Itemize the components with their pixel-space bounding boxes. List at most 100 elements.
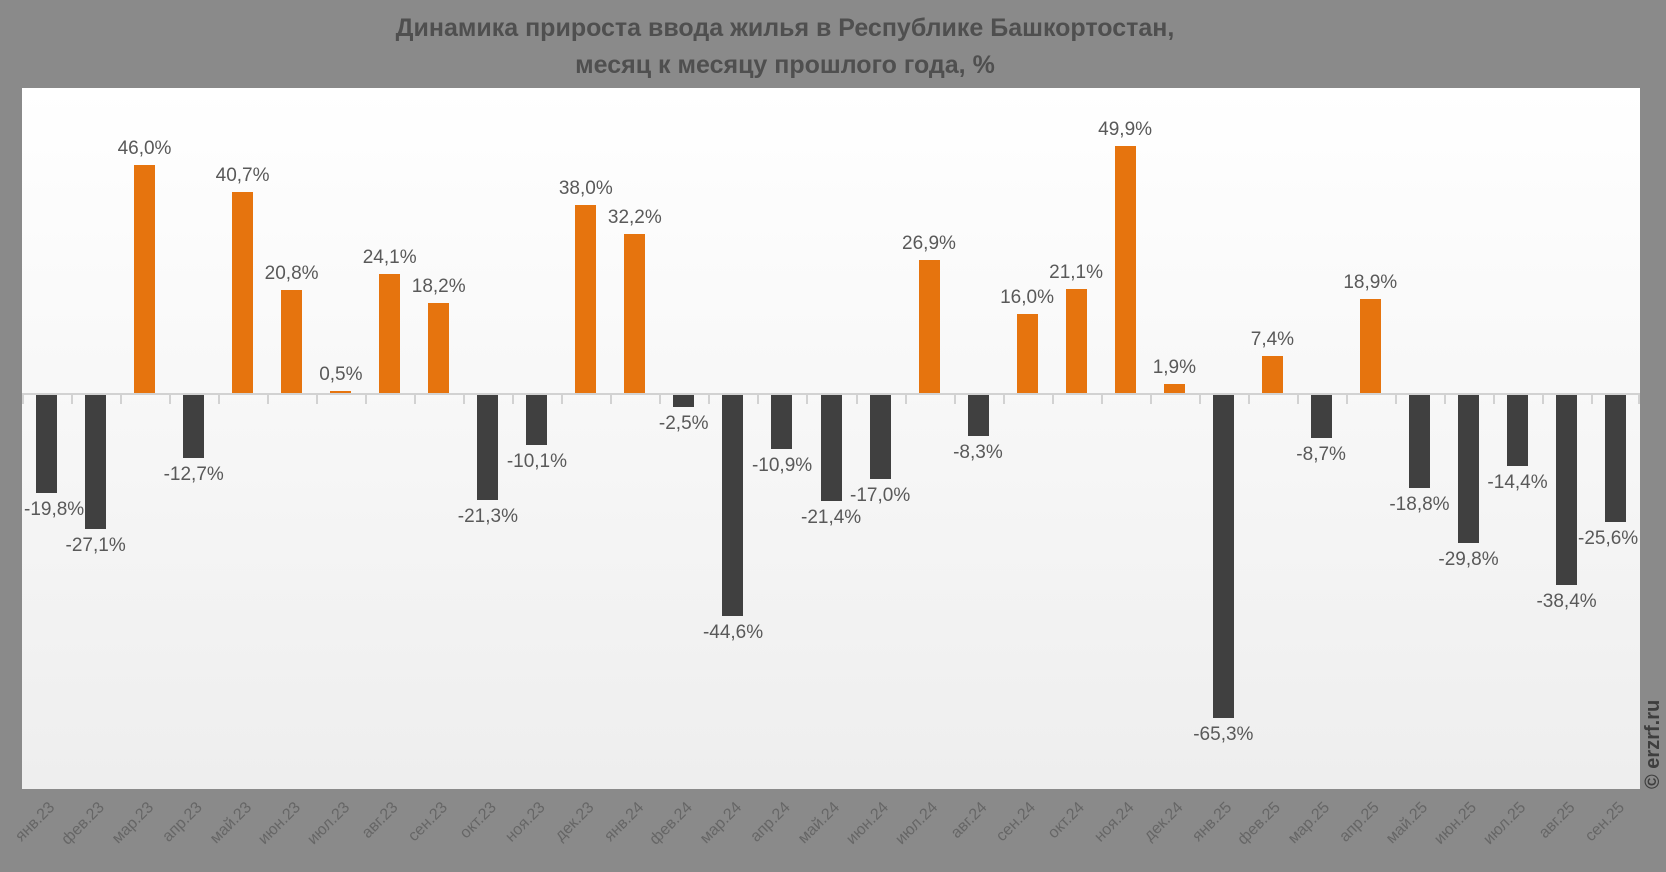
bar-сен.23 <box>428 302 450 393</box>
bar-label-янв.23: -19,8% <box>24 499 85 520</box>
x-axis-label-апр.24: апр.24 <box>747 799 794 846</box>
x-axis-label-янв.25: янв.25 <box>1189 799 1236 846</box>
x-axis-label-июн.24: июн.24 <box>843 799 893 848</box>
x-axis-line <box>22 393 1640 395</box>
x-axis-tick <box>22 395 24 404</box>
x-axis-label-окт.23: окт.23 <box>456 799 500 843</box>
x-axis-label-мар.24: мар.24 <box>696 799 745 848</box>
x-axis-label-июн.25: июн.25 <box>1431 799 1481 848</box>
bar-label-апр.24: -10,9% <box>751 454 813 476</box>
x-axis-label-июл.25: июл.25 <box>1480 799 1530 848</box>
x-axis-tick <box>1638 395 1640 404</box>
bar-label-ноя.24: 49,9% <box>1098 118 1153 140</box>
bar-label-мар.23: 46,0% <box>117 138 172 160</box>
x-axis-label-июл.23: июл.23 <box>303 799 353 848</box>
x-axis-tick <box>120 395 122 404</box>
bar-label-фев.25: 7,4% <box>1250 329 1295 351</box>
bar-label-сен.25: -25,6% <box>1578 527 1639 549</box>
x-axis-tick <box>71 395 73 404</box>
x-axis-label-ноя.24: ноя.24 <box>1090 799 1138 846</box>
bar-label-авг.25: -38,4% <box>1536 591 1597 613</box>
bar-фев.23 <box>85 395 107 530</box>
x-axis-tick <box>610 395 612 404</box>
bar-label-май.23: 40,7% <box>215 164 270 186</box>
x-axis-tick <box>561 395 563 404</box>
x-axis-tick <box>1395 395 1397 404</box>
bar-label-янв.24: 32,2% <box>607 206 662 228</box>
x-axis-label-авг.24: авг.24 <box>947 799 991 842</box>
bar-янв.24 <box>624 233 646 393</box>
bar-апр.24 <box>771 395 793 449</box>
x-axis-label-апр.25: апр.25 <box>1335 799 1383 846</box>
x-axis-label-авг.23: авг.23 <box>358 799 402 842</box>
bar-label-июн.24: -17,0% <box>850 485 911 507</box>
bar-label-окт.24: 21,1% <box>1049 261 1104 283</box>
bar-label-мар.25: -8,7% <box>1296 444 1346 466</box>
x-axis-tick <box>1542 395 1544 404</box>
x-axis-label-мар.25: мар.25 <box>1285 799 1334 848</box>
bar-май.24 <box>820 395 842 501</box>
x-axis-label-июн.23: июн.23 <box>254 799 304 848</box>
x-axis-labels: янв.23 фев.23 мар.23 апр.23 май.23 июн.23 июл.… <box>12 789 1640 872</box>
bar-авг.23 <box>379 273 401 393</box>
bar-ноя.24 <box>1114 145 1136 393</box>
x-axis-tick <box>1297 395 1299 404</box>
bar-июл.23 <box>330 390 352 393</box>
x-axis-tick <box>1493 395 1495 404</box>
x-axis-tick <box>365 395 367 404</box>
bar-июн.23 <box>281 290 303 393</box>
bar-label-июл.25: -14,4% <box>1487 472 1548 494</box>
x-axis-tick <box>708 395 710 404</box>
watermark: © erzrf.ru <box>1642 699 1664 789</box>
bar-июн.24 <box>869 395 891 480</box>
x-axis-label-янв.23: янв.23 <box>12 799 59 846</box>
bar-окт.24 <box>1065 288 1087 393</box>
x-axis-label-май.23: май.23 <box>206 799 255 848</box>
bar-label-фев.23: -27,1% <box>65 535 126 557</box>
x-axis-tick <box>463 395 465 404</box>
bar-label-окт.23: -21,3% <box>457 506 518 528</box>
bar-мар.25 <box>1310 395 1332 439</box>
bar-дек.24 <box>1163 383 1185 393</box>
x-axis-label-фев.24: фев.24 <box>646 799 696 849</box>
x-axis-tick <box>757 395 759 404</box>
bar-мар.23 <box>134 165 156 393</box>
bar-фев.25 <box>1261 356 1283 393</box>
bar-label-мар.24: -44,6% <box>702 621 764 643</box>
x-axis-tick <box>954 395 956 404</box>
bar-label-июн.25: -29,8% <box>1438 548 1499 570</box>
bar-label-фев.24: -2,5% <box>658 413 709 435</box>
bar-label-сен.24: 16,0% <box>1000 286 1054 308</box>
bar-июл.25 <box>1506 395 1528 467</box>
x-axis-tick <box>1248 395 1250 404</box>
bar-мар.24 <box>722 395 744 616</box>
bar-label-дек.24: 1,9% <box>1152 356 1197 378</box>
x-axis-tick <box>659 395 661 404</box>
x-axis-tick <box>1150 395 1152 404</box>
x-axis-label-май.25: май.25 <box>1383 799 1432 848</box>
x-axis-tick <box>316 395 318 404</box>
bar-label-авг.24: -8,3% <box>953 442 1003 464</box>
bar-label-май.25: -18,8% <box>1389 494 1450 516</box>
x-axis-tick <box>414 395 416 404</box>
x-axis-tick <box>1003 395 1005 404</box>
x-axis-tick <box>512 395 514 404</box>
bar-label-июн.23: 20,8% <box>264 263 319 285</box>
bar-апр.23 <box>183 395 205 458</box>
x-axis-tick <box>218 395 220 404</box>
x-axis-tick <box>856 395 858 404</box>
bar-янв.23 <box>36 395 57 493</box>
plot-area: -19,8% -27,1% 46,0% -12,7% 40,7% 20,8% 0,5% 24,… <box>22 88 1640 789</box>
x-axis-label-окт.24: окт.24 <box>1045 799 1089 843</box>
bar-авг.25 <box>1555 395 1577 586</box>
x-axis-label-июл.24: июл.24 <box>892 799 942 848</box>
bar-июн.25 <box>1457 395 1479 543</box>
x-axis-label-сен.25: сен.25 <box>1581 799 1628 845</box>
x-axis-label-мар.23: мар.23 <box>108 799 157 848</box>
x-axis-label-апр.23: апр.23 <box>159 799 206 846</box>
x-axis-label-дек.24: дек.24 <box>1140 799 1187 845</box>
bar-фев.24 <box>673 395 695 408</box>
chart-title: Динамика прироста ввода жилья в Республи… <box>0 10 1570 84</box>
x-axis-label-сен.24: сен.24 <box>993 799 1040 845</box>
